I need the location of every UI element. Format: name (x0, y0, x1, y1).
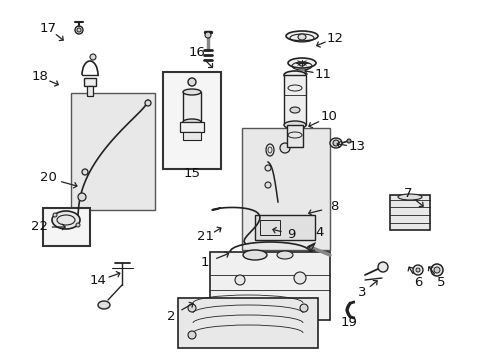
Text: 18: 18 (32, 71, 48, 84)
Bar (180, 122, 203, 132)
Bar (286, 125, 303, 147)
Bar (87, 86, 93, 96)
Bar (163, 72, 221, 169)
Ellipse shape (397, 194, 421, 200)
Ellipse shape (187, 304, 196, 312)
Ellipse shape (77, 28, 81, 32)
Ellipse shape (299, 304, 307, 312)
Bar (178, 298, 317, 348)
Bar (209, 252, 329, 320)
Ellipse shape (264, 182, 270, 188)
Ellipse shape (284, 71, 305, 79)
Ellipse shape (183, 119, 201, 125)
Ellipse shape (187, 331, 196, 339)
Bar (389, 195, 429, 230)
Ellipse shape (346, 139, 350, 143)
Text: 7: 7 (403, 188, 411, 201)
Bar (71, 93, 155, 210)
Ellipse shape (204, 32, 210, 38)
Ellipse shape (235, 275, 244, 285)
Ellipse shape (265, 144, 273, 156)
Bar (183, 132, 201, 140)
Ellipse shape (332, 140, 338, 146)
Ellipse shape (183, 89, 201, 95)
Ellipse shape (98, 301, 110, 309)
Ellipse shape (145, 100, 151, 106)
Text: 13: 13 (348, 140, 365, 153)
Text: 3: 3 (357, 287, 366, 300)
Bar (284, 75, 305, 125)
Text: 21: 21 (197, 230, 214, 243)
Text: 8: 8 (329, 201, 338, 213)
Ellipse shape (284, 121, 305, 129)
Ellipse shape (329, 138, 341, 148)
Ellipse shape (285, 31, 317, 41)
Ellipse shape (82, 169, 88, 175)
Ellipse shape (297, 34, 305, 40)
Ellipse shape (412, 265, 422, 275)
Ellipse shape (430, 264, 442, 276)
Text: 11: 11 (314, 68, 331, 81)
Ellipse shape (289, 107, 299, 113)
Text: 2: 2 (166, 310, 175, 323)
Ellipse shape (415, 268, 419, 272)
Ellipse shape (53, 213, 57, 217)
Text: 5: 5 (436, 275, 445, 288)
Ellipse shape (52, 211, 80, 229)
Ellipse shape (377, 262, 387, 272)
Text: 20: 20 (40, 171, 56, 184)
Ellipse shape (90, 54, 96, 60)
Ellipse shape (264, 165, 270, 171)
Ellipse shape (78, 193, 86, 201)
Ellipse shape (76, 223, 80, 227)
Ellipse shape (298, 62, 305, 66)
Ellipse shape (293, 272, 305, 284)
Text: 12: 12 (326, 31, 343, 45)
Text: 4: 4 (315, 226, 324, 239)
Ellipse shape (276, 251, 292, 259)
Text: 14: 14 (89, 274, 106, 288)
Text: 19: 19 (340, 316, 357, 329)
Text: 6: 6 (413, 275, 421, 288)
Ellipse shape (75, 26, 83, 34)
Bar (242, 128, 329, 250)
Bar (43, 208, 90, 246)
Text: 17: 17 (40, 22, 57, 35)
Ellipse shape (287, 58, 315, 68)
Text: 16: 16 (188, 45, 205, 58)
Ellipse shape (243, 250, 266, 260)
Bar (84, 78, 96, 86)
Text: 15: 15 (183, 167, 200, 180)
Text: 9: 9 (286, 228, 295, 240)
Bar (260, 220, 280, 235)
Ellipse shape (187, 78, 196, 86)
Bar (183, 92, 201, 122)
Bar (254, 215, 314, 240)
Ellipse shape (433, 267, 439, 273)
Text: 22: 22 (31, 220, 48, 234)
Text: 1: 1 (201, 256, 209, 270)
Ellipse shape (280, 143, 289, 153)
Text: 10: 10 (320, 111, 337, 123)
